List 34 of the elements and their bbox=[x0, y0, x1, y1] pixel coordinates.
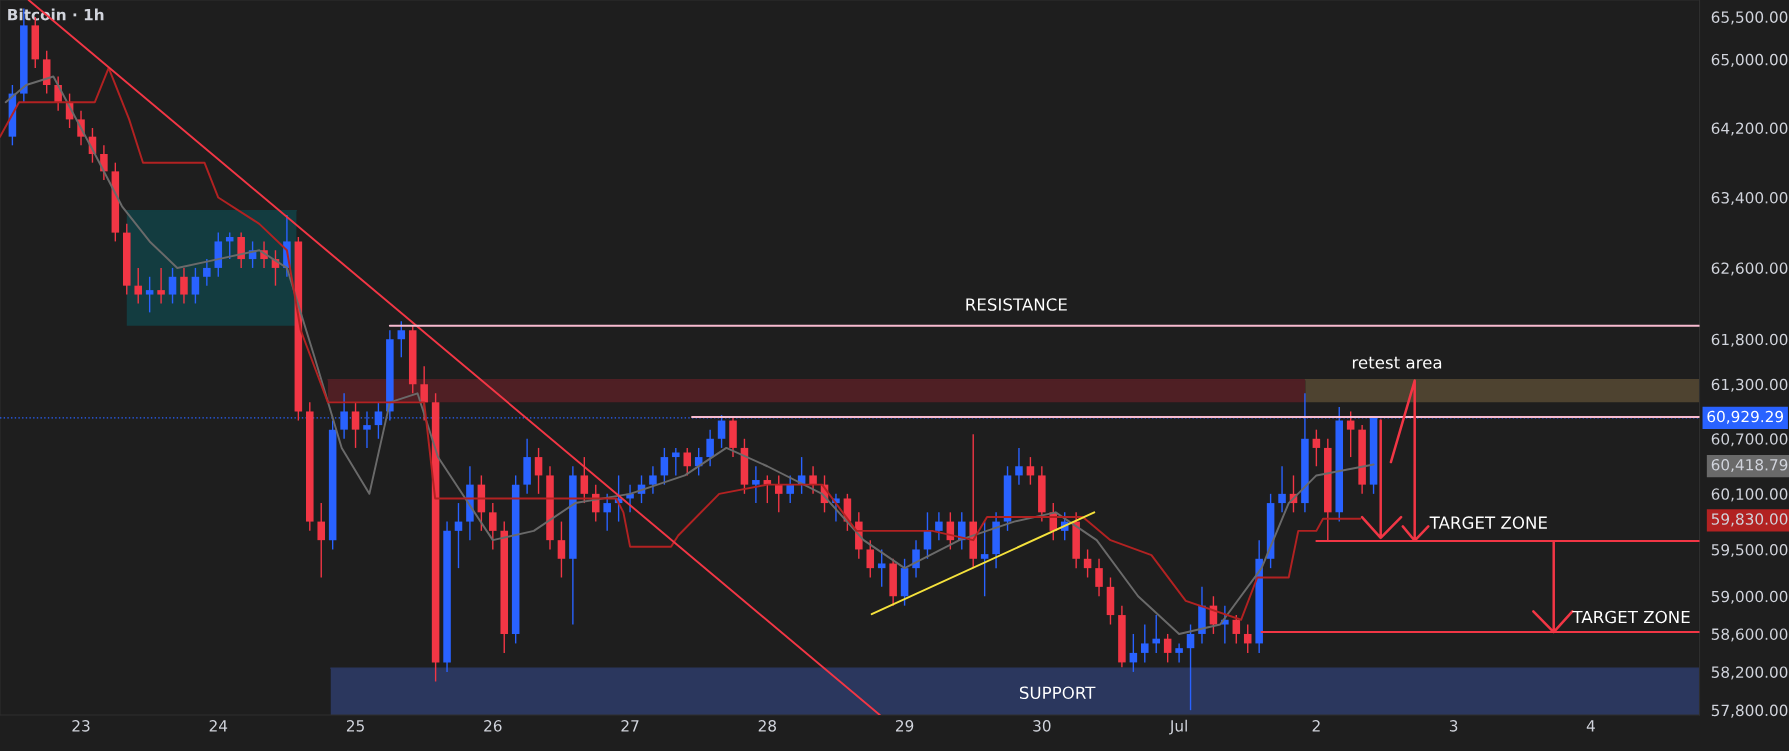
y-tick-label: 58,200.00 bbox=[1711, 666, 1788, 680]
x-tick-label: 30 bbox=[1033, 720, 1051, 732]
y-tick-label: 65,500.00 bbox=[1711, 11, 1788, 25]
y-tick-label: 60,100.00 bbox=[1711, 488, 1788, 502]
y-tick-label: 59,500.00 bbox=[1711, 543, 1788, 558]
x-tick-label: 25 bbox=[346, 720, 364, 732]
y-tick-label: 63,400.00 bbox=[1711, 192, 1788, 206]
x-tick-label: 27 bbox=[621, 720, 639, 732]
annotation: RESISTANCE bbox=[966, 298, 1067, 311]
x-tick-label: 29 bbox=[895, 720, 914, 732]
y-tick-label: 60,700.00 bbox=[1711, 433, 1788, 447]
x-tick-label: 28 bbox=[758, 720, 776, 732]
x-tick-label: 3 bbox=[1449, 720, 1458, 732]
annotation: retest area bbox=[1352, 356, 1442, 369]
y-tick-label: 60,418.79 bbox=[1711, 458, 1788, 473]
y-tick-label: 65,000.00 bbox=[1711, 53, 1788, 67]
x-tick-label: Jul bbox=[1169, 719, 1187, 735]
x-tick-label: 2 bbox=[1312, 720, 1320, 732]
annotation: SUPPORT bbox=[1019, 686, 1096, 700]
y-tick-label: 61,800.00 bbox=[1711, 333, 1788, 347]
y-tick-label: 62,600.00 bbox=[1711, 262, 1788, 276]
annotation: TARGET ZONE bbox=[1572, 610, 1690, 624]
y-tick-label: 59,830.00 bbox=[1711, 513, 1788, 527]
y-tick-label: 64,200.00 bbox=[1711, 122, 1788, 136]
x-tick-label: 26 bbox=[484, 720, 502, 732]
x-tick-label: 24 bbox=[209, 720, 228, 732]
y-tick-label: 59,000.00 bbox=[1711, 590, 1788, 604]
ref-line-label: 60,929.29 bbox=[1707, 410, 1784, 424]
y-tick-label: 58,600.00 bbox=[1711, 628, 1788, 642]
x-tick-label: 4 bbox=[1586, 720, 1595, 732]
y-tick-label: 61,300.00 bbox=[1711, 378, 1788, 392]
annotation: TARGET ZONE bbox=[1429, 516, 1547, 529]
y-tick-label: 57,800.00 bbox=[1711, 704, 1788, 718]
x-tick-label: 23 bbox=[72, 720, 90, 732]
